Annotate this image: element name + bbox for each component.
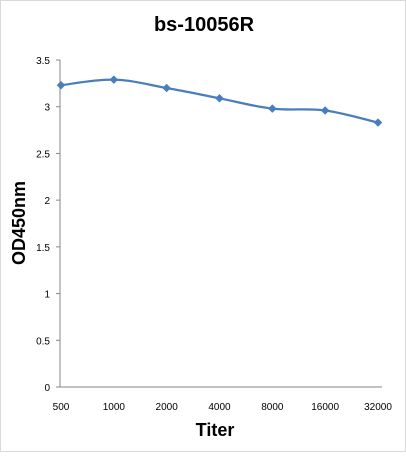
chart-title: bs-10056R: [154, 14, 255, 36]
x-tick-label: 16000: [311, 402, 339, 413]
data-point: [162, 83, 172, 93]
y-tick-label: 0.5: [36, 336, 50, 347]
x-tick-label: 2000: [156, 402, 179, 413]
y-tick-label: 3.5: [36, 56, 50, 67]
data-point: [109, 75, 119, 84]
data-point: [320, 106, 330, 115]
x-tick-label: 8000: [261, 402, 284, 413]
x-axis-title: Titer: [196, 420, 235, 440]
data-point: [373, 118, 383, 127]
y-tick-label: 1.5: [36, 243, 50, 254]
y-tick-label: 1: [44, 290, 50, 301]
y-axis-title: OD450nm: [9, 181, 29, 265]
x-tick-label: 1000: [103, 402, 126, 413]
data-point: [56, 80, 66, 90]
y-tick-label: 2.5: [36, 149, 50, 160]
y-tick-label: 3: [44, 103, 50, 114]
y-tick-label: 0: [44, 383, 50, 394]
y-tick-label: 2: [44, 196, 50, 207]
data-point: [267, 104, 277, 113]
x-tick-label: 32000: [364, 402, 392, 413]
x-tick-label: 4000: [208, 402, 231, 413]
x-tick-label: 500: [53, 402, 70, 413]
data-point: [215, 93, 224, 103]
